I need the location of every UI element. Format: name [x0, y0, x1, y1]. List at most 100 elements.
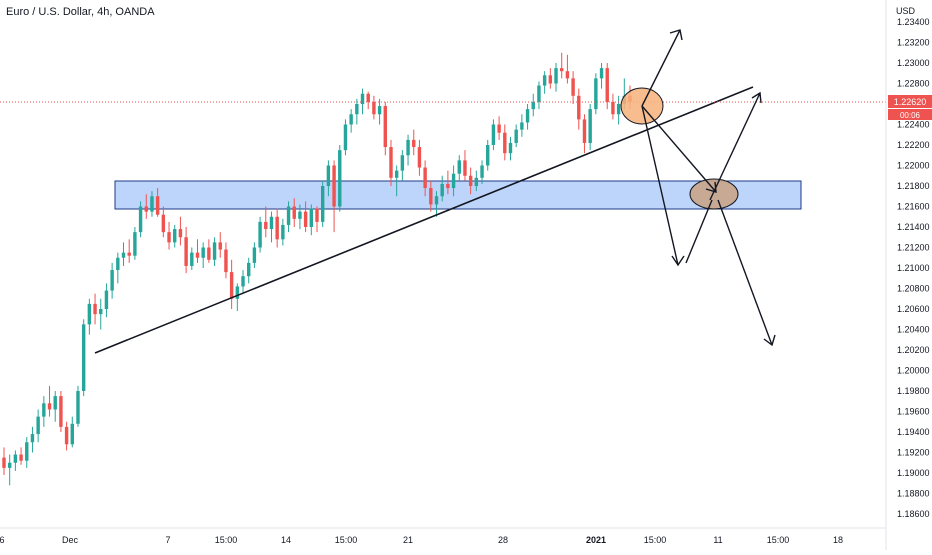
candle[interactable] — [133, 227, 137, 260]
arrow-zone-up[interactable] — [709, 91, 762, 201]
candle[interactable] — [252, 242, 257, 268]
candle[interactable] — [173, 224, 177, 248]
candle[interactable] — [121, 242, 126, 266]
candle[interactable] — [178, 216, 183, 246]
candle[interactable] — [7, 454, 12, 486]
candle[interactable] — [542, 71, 547, 94]
candle[interactable] — [99, 298, 103, 330]
support-resistance-zone[interactable] — [114, 180, 802, 210]
candle[interactable] — [93, 293, 97, 325]
candle[interactable] — [577, 88, 581, 130]
candle[interactable] — [468, 167, 473, 195]
candle[interactable] — [264, 206, 268, 238]
candle[interactable] — [343, 119, 348, 156]
candle[interactable] — [235, 283, 240, 312]
candle[interactable] — [332, 160, 336, 233]
candle[interactable] — [349, 109, 353, 133]
candle[interactable] — [605, 63, 609, 110]
arrow-zone-down[interactable] — [685, 199, 776, 347]
candle[interactable] — [457, 155, 461, 181]
candle[interactable] — [30, 426, 35, 453]
candle[interactable] — [25, 437, 29, 468]
candle[interactable] — [229, 259, 234, 309]
candle[interactable] — [582, 114, 587, 154]
candle[interactable] — [47, 385, 52, 417]
candle[interactable] — [212, 237, 217, 266]
candle[interactable] — [138, 201, 143, 238]
candle[interactable] — [497, 116, 501, 140]
candle[interactable] — [474, 170, 479, 192]
candle[interactable] — [389, 139, 393, 186]
candle[interactable] — [366, 91, 370, 110]
candle[interactable] — [258, 216, 262, 253]
candle[interactable] — [326, 160, 331, 197]
candle[interactable] — [184, 227, 188, 274]
candle[interactable] — [81, 319, 86, 397]
highlight-circle-zone[interactable] — [689, 178, 739, 210]
candle[interactable] — [218, 232, 222, 258]
candle[interactable] — [59, 391, 63, 432]
candle[interactable] — [491, 119, 496, 151]
candle[interactable] — [76, 385, 80, 427]
candle[interactable] — [195, 239, 200, 263]
candle[interactable] — [360, 88, 365, 115]
candle[interactable] — [286, 201, 291, 233]
candle[interactable] — [560, 52, 564, 79]
candle[interactable] — [417, 139, 422, 176]
candle[interactable] — [531, 93, 535, 117]
candle[interactable] — [127, 239, 131, 263]
candle[interactable] — [565, 54, 570, 84]
candle[interactable] — [64, 421, 69, 451]
candle[interactable] — [377, 98, 382, 125]
candle[interactable] — [309, 204, 314, 236]
candle[interactable] — [338, 145, 342, 212]
candle[interactable] — [429, 180, 433, 212]
candle[interactable] — [611, 93, 615, 120]
candle[interactable] — [155, 188, 160, 217]
candle[interactable] — [525, 104, 530, 130]
candle[interactable] — [201, 242, 205, 268]
trendline[interactable] — [94, 86, 754, 354]
candle[interactable] — [87, 298, 92, 335]
candle[interactable] — [53, 391, 57, 422]
candle[interactable] — [412, 129, 416, 156]
arrow-to-zone[interactable] — [641, 105, 717, 193]
candle[interactable] — [554, 63, 558, 92]
candle[interactable] — [548, 68, 553, 89]
arrow-down-left[interactable] — [641, 105, 685, 267]
candle[interactable] — [2, 447, 6, 476]
candle[interactable] — [423, 160, 427, 197]
candle[interactable] — [463, 150, 467, 181]
candle[interactable] — [224, 242, 228, 279]
candle[interactable] — [594, 73, 598, 115]
candle[interactable] — [42, 396, 46, 427]
candle[interactable] — [434, 191, 439, 217]
candle[interactable] — [383, 101, 387, 156]
candle[interactable] — [36, 409, 40, 443]
candle[interactable] — [150, 191, 154, 217]
candle[interactable] — [116, 252, 120, 284]
candle[interactable] — [303, 201, 308, 233]
candle[interactable] — [480, 160, 484, 184]
candle[interactable] — [520, 114, 524, 137]
candle[interactable] — [372, 95, 376, 120]
candle[interactable] — [394, 165, 399, 197]
candle[interactable] — [269, 211, 274, 243]
candle[interactable] — [298, 204, 302, 230]
candle[interactable] — [355, 98, 359, 125]
candle[interactable] — [144, 194, 148, 219]
candle[interactable] — [537, 81, 541, 110]
candle[interactable] — [446, 170, 450, 195]
candle[interactable] — [292, 198, 296, 227]
candle[interactable] — [241, 270, 245, 294]
candle[interactable] — [320, 180, 325, 227]
candle[interactable] — [110, 262, 114, 299]
candle[interactable] — [281, 218, 285, 246]
candle[interactable] — [161, 206, 166, 238]
price-axis[interactable]: 1.234001.232001.230001.228001.226001.224… — [897, 17, 930, 519]
candle[interactable] — [503, 124, 507, 161]
candle[interactable] — [571, 71, 575, 104]
candle[interactable] — [167, 221, 171, 250]
